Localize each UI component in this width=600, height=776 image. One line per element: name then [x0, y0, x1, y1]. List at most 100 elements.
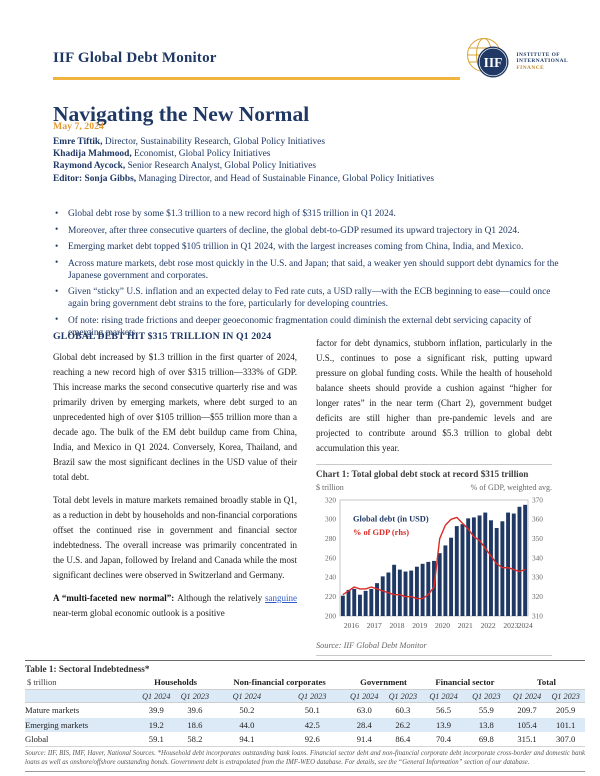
author-name: Emre Tiftik,: [53, 137, 103, 147]
table-top-rule: [25, 660, 585, 661]
subheader-cell: Q1 2023: [464, 689, 508, 704]
unit-label: $ trillion: [27, 677, 57, 687]
doc-label: IIF Global Debt Monitor: [53, 50, 217, 66]
chart-title: Chart 1: Total global debt stock at reco…: [316, 469, 529, 479]
table-cell: 18.6: [187, 719, 203, 730]
table-cell: 39.9: [148, 705, 164, 716]
bullet-item: Global debt rose by some $1.3 trillion t…: [53, 208, 559, 220]
svg-text:2021: 2021: [458, 621, 473, 630]
table-row: Global 59.1 58.2 94.1 92.6 91.4 86.4 70.4 69.8 31…: [25, 732, 585, 748]
table-cell: 91.4: [344, 732, 384, 748]
table-cell: 105.4: [517, 719, 537, 730]
section-heading: GLOBAL DEBT HIT $315 TRILLION IN Q1 2024: [53, 331, 272, 342]
logo-line-3: FINANCE: [516, 64, 545, 71]
table-heading: Table 1: Sectoral Indebtedness*: [25, 664, 150, 674]
group-header: Total: [536, 677, 556, 687]
subheader-cell: Q1 2024: [137, 689, 176, 704]
table-cell: 70.4: [422, 732, 465, 748]
gold-divider: [53, 77, 460, 80]
author-name: Editor: Sonja Gibbs,: [53, 173, 137, 184]
masthead: IIF Global Debt Monitor IIF I: [53, 38, 570, 86]
left-axis-label: $ trillion: [316, 483, 344, 492]
author-block: Emre Tiftik, Director, Sustainability Re…: [53, 136, 434, 185]
row-label: Global: [25, 732, 137, 748]
svg-text:220: 220: [325, 592, 336, 601]
publication-date: May 7, 2024: [53, 121, 104, 132]
table-cell: 101.1: [555, 719, 576, 730]
table-cell: 26.2: [395, 719, 411, 730]
author-role: Managing Director, and Head of Sustainab…: [136, 173, 435, 184]
group-header: Households: [154, 677, 198, 687]
left-column: GLOBAL DEBT HIT $315 TRILLION IN Q1 2024…: [53, 331, 297, 629]
table-cell: 92.6: [279, 732, 345, 748]
table-row: Mature markets 39.9 39.6 50.2 50.1 63.0 60.3 56…: [25, 703, 585, 718]
iif-logo: IIF INSTITUTE OF INTERNATIONAL FINANCE: [465, 36, 568, 87]
author-line: Raymond Aycock, Senior Research Analyst,…: [53, 160, 434, 172]
debt-bars: [340, 504, 528, 616]
body-paragraph: A “multi-faceted new normal”: Although t…: [53, 591, 297, 621]
svg-text:2022: 2022: [481, 621, 496, 630]
right-column: factor for debt dynamics, stubborn infla…: [316, 331, 552, 656]
table-cell: 205.9: [555, 705, 576, 716]
table-cell: 39.6: [187, 705, 203, 716]
row-label: Mature markets: [25, 705, 80, 716]
table-cell: 50.1: [304, 705, 320, 716]
table-cell: 19.2: [148, 719, 164, 730]
table-cell: 42.5: [304, 719, 320, 730]
table-cell: 13.8: [478, 719, 494, 730]
subheader-cell: Q1 2024: [507, 689, 547, 704]
logo-monogram: IIF: [484, 55, 503, 70]
table-cell: 58.2: [175, 732, 215, 748]
bullet-item: Moreover, after three consecutive quarte…: [53, 224, 559, 237]
svg-text:260: 260: [325, 553, 336, 562]
two-column-body: GLOBAL DEBT HIT $315 TRILLION IN Q1 2024…: [53, 331, 552, 658]
author-line: Emre Tiftik, Director, Sustainability Re…: [53, 136, 434, 148]
table-cell: 28.4: [356, 719, 372, 730]
page-bottom-rule: [25, 770, 585, 772]
subheader-cell: Q1 2024: [214, 689, 280, 704]
group-header: Financial sector: [435, 677, 495, 687]
table-cell: 209.7: [517, 705, 537, 716]
svg-text:2016: 2016: [344, 621, 359, 630]
table-cell: 50.2: [239, 705, 255, 716]
bullet-item: Given “sticky” U.S. inflation and an exp…: [53, 286, 559, 310]
logo-line-2: INTERNATIONAL: [516, 58, 568, 65]
table-cell: 60.3: [395, 705, 411, 716]
table-cell: 94.1: [214, 732, 280, 748]
author-name: Khadija Mahmood,: [53, 149, 132, 160]
table-cell: 315.1: [507, 732, 547, 748]
legend-bars: Global debt (in USD): [353, 514, 429, 523]
subheader-cell: Q1 2024: [344, 689, 384, 704]
bullet-item: Of note: rising trade frictions and deep…: [53, 314, 559, 339]
table-section: Table 1: Sectoral Indebtedness* $ trilli…: [25, 660, 585, 772]
table-cell: 55.9: [478, 705, 494, 716]
svg-text:330: 330: [532, 573, 543, 582]
chart-bottom-rule: [316, 655, 552, 656]
subheader-cell: Q1 2023: [175, 689, 215, 704]
right-axis-label: % of GDP, weighted avg.: [470, 483, 552, 492]
bullet-item: Emerging market debt topped $105 trillio…: [53, 241, 559, 253]
table-cell: 59.1: [137, 732, 176, 748]
legend-line: % of GDP (rhs): [353, 528, 409, 537]
table-group-header-row: $ trillion Households Non-financial corpor…: [25, 677, 585, 690]
group-header: Government: [360, 677, 407, 687]
sanguine-link[interactable]: sanguine: [265, 593, 297, 603]
debt-chart: 200 220 240 260 280 300 320 310 320 330 340 350 360 3…: [325, 495, 543, 630]
page-title: Navigating the New Normal: [53, 102, 310, 127]
bullet-item: Across mature markets, debt rose most qu…: [53, 257, 559, 282]
subheader-cell: Q1 2024: [422, 689, 465, 704]
author-role: Economist, Global Policy Initiatives: [131, 149, 271, 160]
chart-source: Source: IIF Global Debt Monitor: [316, 641, 427, 650]
table-row: Emerging markets 19.2 18.6 44.0 42.5 28.4 26.2…: [25, 717, 585, 733]
chart-axis-labels: $ trillion % of GDP, weighted avg.: [316, 483, 552, 492]
author-name: Raymond Aycock,: [53, 161, 126, 172]
svg-text:200: 200: [325, 611, 336, 620]
table-subheader-row: Q1 2024 Q1 2023 Q1 2024 Q1 2023 Q1 2024 Q1 20…: [25, 689, 585, 704]
svg-text:240: 240: [325, 573, 336, 582]
author-line: Khadija Mahmood, Economist, Global Polic…: [53, 148, 434, 160]
author-role: Senior Research Analyst, Global Policy I…: [125, 161, 317, 172]
row-label: Emerging markets: [25, 719, 89, 730]
body-paragraph: factor for debt dynamics, stubborn infla…: [316, 338, 552, 453]
svg-text:340: 340: [532, 553, 543, 562]
svg-text:320: 320: [325, 495, 336, 504]
